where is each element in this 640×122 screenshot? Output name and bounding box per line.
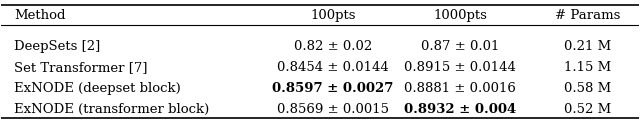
Text: 0.8915 ± 0.0144: 0.8915 ± 0.0144	[404, 61, 516, 74]
Text: 0.87 ± 0.01: 0.87 ± 0.01	[421, 40, 499, 53]
Text: 0.8597 ± 0.0027: 0.8597 ± 0.0027	[272, 82, 394, 95]
Text: 0.8569 ± 0.0015: 0.8569 ± 0.0015	[276, 103, 388, 116]
Text: 1000pts: 1000pts	[433, 9, 487, 22]
Text: Method: Method	[14, 9, 66, 22]
Text: 0.8881 ± 0.0016: 0.8881 ± 0.0016	[404, 82, 516, 95]
Text: Set Transformer [7]: Set Transformer [7]	[14, 61, 148, 74]
Text: 1.15 M: 1.15 M	[564, 61, 611, 74]
Text: DeepSets [2]: DeepSets [2]	[14, 40, 100, 53]
Text: 100pts: 100pts	[310, 9, 355, 22]
Text: 0.8454 ± 0.0144: 0.8454 ± 0.0144	[277, 61, 388, 74]
Text: 0.52 M: 0.52 M	[564, 103, 611, 116]
Text: ExNODE (transformer block): ExNODE (transformer block)	[14, 103, 209, 116]
Text: 0.8932 ± 0.004: 0.8932 ± 0.004	[404, 103, 516, 116]
Text: 0.58 M: 0.58 M	[564, 82, 611, 95]
Text: # Params: # Params	[555, 9, 620, 22]
Text: ExNODE (deepset block): ExNODE (deepset block)	[14, 82, 181, 95]
Text: 0.82 ± 0.02: 0.82 ± 0.02	[294, 40, 372, 53]
Text: 0.21 M: 0.21 M	[564, 40, 611, 53]
